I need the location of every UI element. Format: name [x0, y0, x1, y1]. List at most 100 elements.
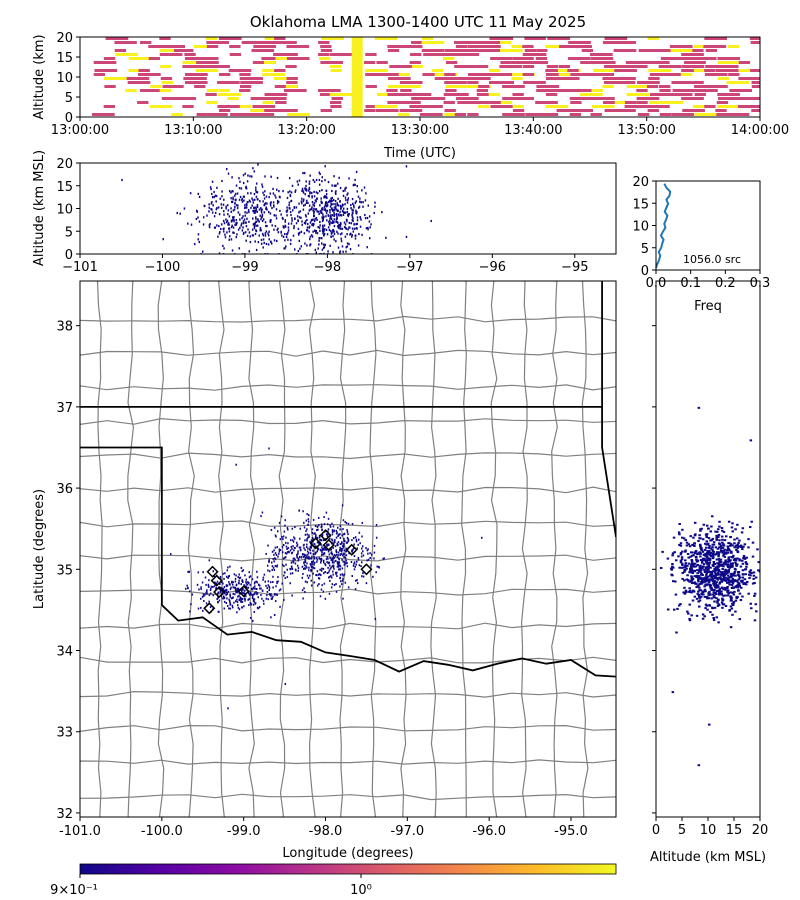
lon-height-point	[297, 227, 300, 230]
plan-view-point	[244, 585, 247, 588]
lon-height-point	[335, 240, 337, 243]
plan-view-point	[304, 539, 306, 542]
height-lat-point	[718, 582, 721, 585]
time-height-cell	[593, 69, 616, 72]
plan-view-point	[308, 555, 310, 558]
plan-view-point	[264, 580, 266, 583]
plan-view-point	[238, 573, 240, 576]
plan-view-point	[321, 551, 323, 554]
lon-height-point	[323, 195, 326, 198]
time-height-cell	[718, 97, 741, 100]
height-lat-point	[722, 553, 726, 556]
height-lat-point	[708, 574, 712, 577]
lon-height-point	[294, 189, 297, 192]
time-height-cell	[137, 101, 149, 104]
lon-height-point	[358, 232, 360, 236]
time-height-cell	[672, 89, 696, 92]
lon-height-point	[346, 193, 348, 196]
lon-height-point	[244, 172, 246, 175]
hist-source-count: 1056.0 src	[683, 253, 741, 266]
lon-height-point	[309, 191, 311, 194]
lon-height-point	[227, 223, 229, 226]
plan-view-point	[234, 589, 237, 592]
height-lat-point	[694, 565, 697, 568]
plan-view-point	[251, 588, 253, 591]
time-height-cell	[511, 61, 535, 64]
height-lat-point	[731, 522, 734, 525]
time-height-cell	[250, 97, 274, 100]
plan-view-point	[267, 580, 270, 583]
plan-view-point	[232, 586, 234, 589]
height-lat-point	[684, 559, 687, 562]
height-lat-panel: 0 5 10 15 20 Altitude (km MSL)	[650, 280, 768, 865]
time-height-cell	[274, 41, 297, 44]
time-height-cell	[183, 77, 207, 80]
plan-view-point	[229, 583, 231, 586]
lon-height-point	[327, 180, 330, 184]
plan-view-point	[221, 581, 223, 584]
plan-view-point	[257, 596, 260, 599]
plan-view-point	[354, 588, 357, 591]
lon-height-point	[256, 191, 259, 194]
height-lat-point	[717, 555, 720, 558]
plan-view-point	[219, 583, 221, 586]
lon-height-point	[302, 204, 305, 207]
time-height-cell	[579, 73, 603, 76]
lon-height-point	[343, 211, 346, 214]
height-lat-point	[734, 599, 738, 602]
lon-height-point	[231, 190, 233, 193]
height-lat-point	[705, 604, 709, 607]
height-lat-point	[731, 579, 734, 582]
lon-height-point	[277, 200, 280, 203]
lon-height-point	[347, 192, 349, 195]
plan-view-outlier	[235, 463, 237, 466]
lon-height-point	[359, 197, 361, 200]
plan-view-point	[259, 587, 261, 590]
lon-height-point	[355, 170, 358, 173]
plan-view-point	[315, 534, 317, 537]
plan-view-point	[237, 595, 239, 598]
lon-height-point	[224, 233, 226, 236]
plan-view-point	[343, 573, 346, 576]
lon-height-point	[346, 242, 349, 245]
plan-view-point	[373, 557, 375, 560]
time-height-cell	[433, 53, 456, 56]
height-lat-point	[674, 559, 678, 562]
lon-height-point	[356, 184, 358, 188]
lon-height-point	[236, 233, 238, 236]
lon-height-point	[235, 223, 238, 226]
height-lat-point	[712, 560, 716, 563]
lon-height-point	[327, 250, 329, 253]
lon-height-point	[289, 190, 291, 193]
time-height-cell	[444, 49, 457, 52]
lon-height-point	[208, 224, 211, 227]
plan-view-point	[268, 589, 271, 592]
lon-height-point	[319, 224, 321, 227]
plan-view-point	[250, 592, 252, 595]
height-lat-point	[726, 572, 729, 575]
lon-height-point	[312, 209, 315, 212]
lon-height-point	[304, 220, 307, 223]
height-lat-point	[705, 595, 708, 598]
height-lat-point	[751, 555, 755, 558]
plan-view-point	[335, 549, 338, 552]
plan-view-point	[306, 513, 308, 516]
plan-view-point	[354, 565, 356, 568]
county-boundary	[581, 281, 589, 817]
height-lat-point	[687, 543, 691, 546]
lon-height-point	[285, 210, 288, 213]
lon-height-point	[336, 203, 338, 206]
height-lat-point	[738, 592, 742, 595]
time-height-cell	[637, 81, 660, 84]
plan-view-point	[326, 543, 328, 546]
height-lat-point	[702, 565, 705, 568]
height-lat-point	[724, 588, 727, 591]
time-height-cell	[285, 85, 298, 88]
plan-view-point	[225, 589, 227, 592]
plan-view-point	[333, 541, 335, 544]
height-lat-x-tick-label: 15	[726, 823, 743, 838]
height-lat-point	[737, 589, 740, 592]
height-lat-point	[729, 535, 732, 538]
time-height-cell	[693, 109, 705, 112]
lon-height-point	[282, 225, 284, 228]
